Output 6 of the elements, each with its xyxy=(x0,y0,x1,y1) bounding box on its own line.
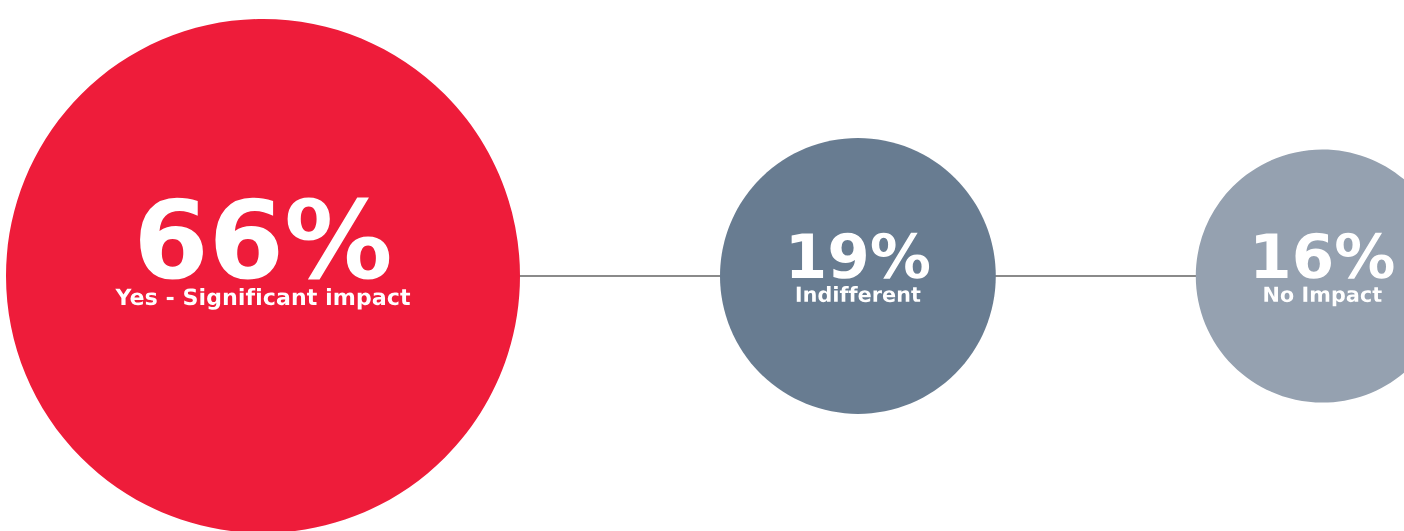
category-label: Indifferent xyxy=(796,286,921,303)
category-label: No Impact xyxy=(1264,286,1382,307)
data-label: 19% xyxy=(791,232,930,279)
data-label: 16% xyxy=(1256,232,1394,279)
data-label: 66% xyxy=(140,197,390,280)
category-label: Yes - Significant impact xyxy=(115,288,411,310)
